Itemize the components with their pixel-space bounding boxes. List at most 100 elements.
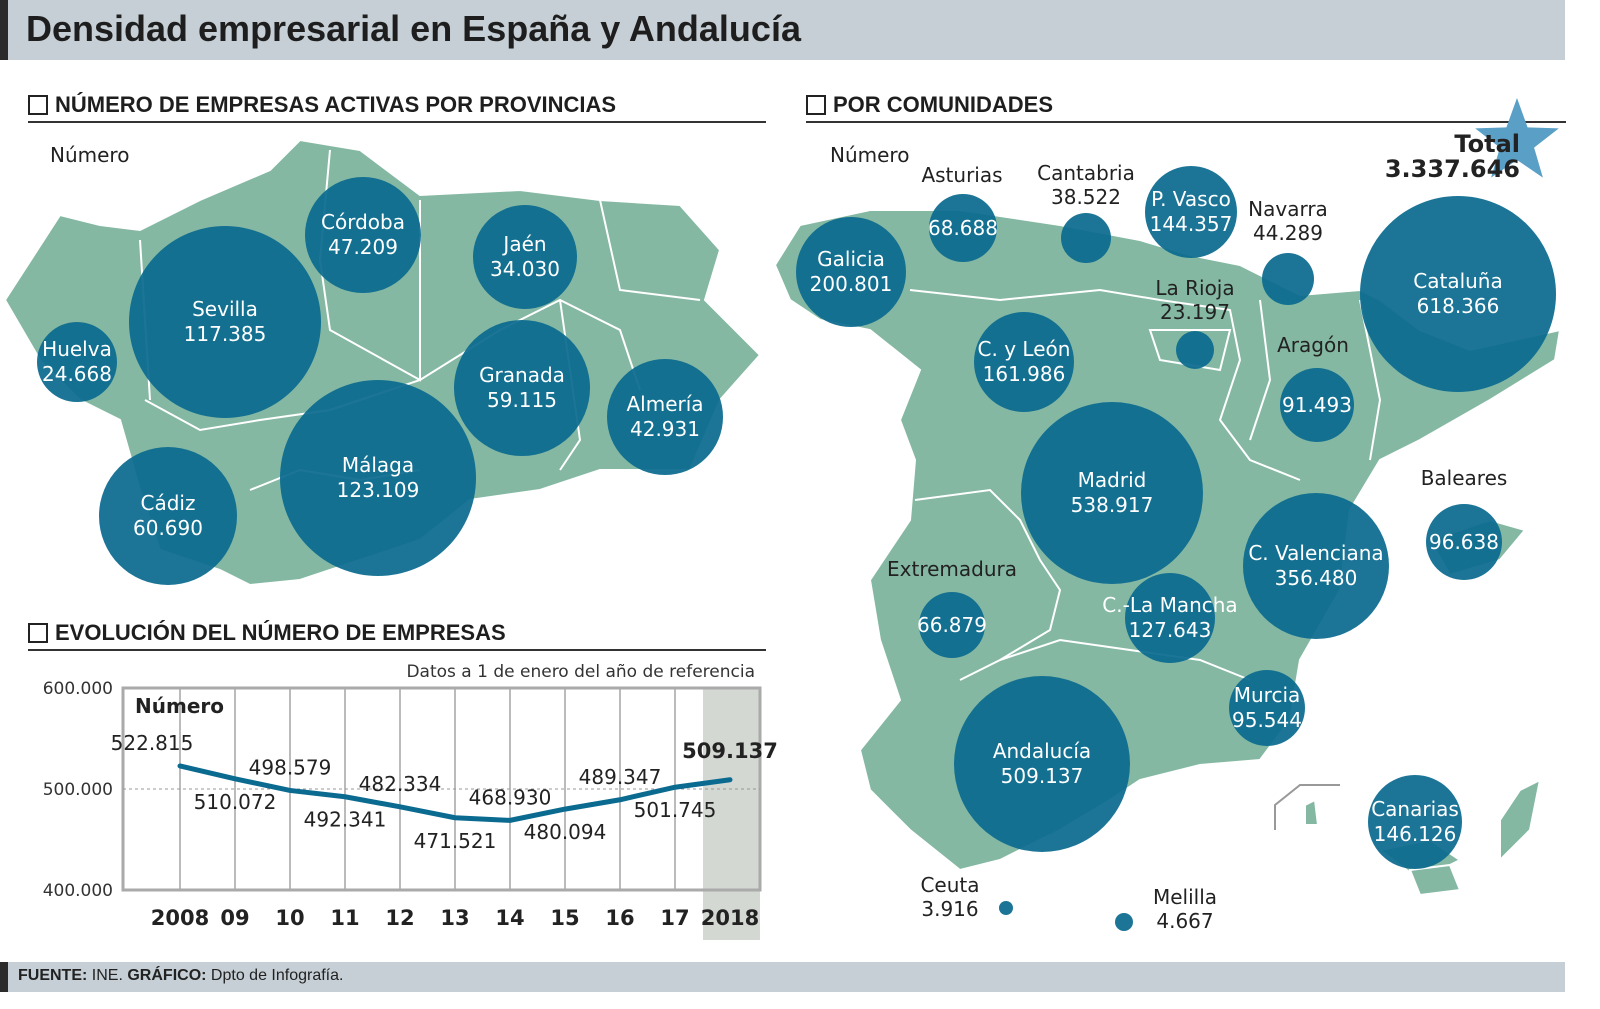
data-label: 468.930: [469, 785, 552, 809]
bubble-circle: [999, 901, 1013, 915]
data-label: 509.137: [682, 739, 778, 763]
x-tick-label: 10: [275, 906, 304, 930]
bubble-value: 95.544: [1232, 708, 1302, 732]
bubble-circle: [1229, 670, 1305, 746]
star-icon: [1475, 98, 1559, 178]
section-comunidades: POR COMUNIDADES: [806, 92, 1566, 123]
bubble-value: 123.109: [337, 478, 420, 502]
bubble-name: Cantabria: [1037, 161, 1135, 185]
bubble-circle: [1176, 331, 1214, 369]
bubble-name: Granada: [479, 363, 565, 387]
data-label: 501.745: [634, 798, 717, 822]
bubble-value: 200.801: [810, 272, 893, 296]
bubble-circle: [1125, 573, 1215, 663]
data-label: 492.341: [304, 808, 387, 832]
section-provincias: NÚMERO DE EMPRESAS ACTIVAS POR PROVINCIA…: [28, 92, 766, 123]
x-tick-label: 12: [385, 906, 414, 930]
bubble-value: 68.688: [928, 216, 998, 240]
bubble-value: 24.668: [42, 362, 112, 386]
x-tick-label: 11: [330, 906, 359, 930]
bubble-baleares: Baleares 96.638: [1421, 466, 1508, 580]
bubble-value: 91.493: [1282, 393, 1352, 417]
bubble-name: Ceuta: [920, 873, 979, 897]
unit-label: Número: [830, 143, 909, 167]
bubble-name: Almería: [626, 392, 703, 416]
bubble-value: 144.357: [1150, 212, 1233, 236]
data-label: 482.334: [359, 772, 442, 796]
x-tick-label: 14: [495, 906, 524, 930]
bubble-value: 538.917: [1071, 493, 1154, 517]
page-title: Densidad empresarial en España y Andaluc…: [26, 8, 801, 49]
bubble-circle: [473, 205, 577, 309]
bubble-value: 618.366: [1417, 294, 1500, 318]
bubble-circle: [280, 380, 476, 576]
bubble-circle: [1243, 493, 1389, 639]
bubble-value: 23.197: [1160, 300, 1230, 324]
bubble-name: C.-La Mancha: [1102, 593, 1237, 617]
bubble-aragón: Aragón 91.493: [1277, 333, 1354, 442]
bubble-circle: [1021, 402, 1203, 584]
y-axis-label: Número: [135, 694, 224, 718]
x-tick-label: 2008: [151, 906, 209, 930]
bubble-circle: [607, 359, 723, 475]
bubble-value: 509.137: [1001, 764, 1084, 788]
bubble-value: 4.667: [1156, 909, 1213, 933]
bubble-circle: [1115, 913, 1133, 931]
bubble-circle: [1262, 253, 1314, 305]
bubble-circle: [1426, 504, 1502, 580]
x-tick-label: 16: [605, 906, 634, 930]
bubble-value: 161.986: [983, 362, 1066, 386]
bubble-name: Asturias: [921, 163, 1002, 187]
bubble-name: Murcia: [1234, 683, 1301, 707]
bubble-circle: [1368, 775, 1462, 869]
bubble-name: Aragón: [1277, 333, 1349, 357]
bubble-name: Sevilla: [192, 297, 258, 321]
x-tick-label: 13: [440, 906, 469, 930]
title-bar: Densidad empresarial en España y Andaluc…: [0, 0, 1565, 60]
bubble-name: P. Vasco: [1151, 187, 1231, 211]
chart-note: Datos a 1 de enero del año de referencia: [406, 662, 755, 682]
y-tick-label: 600.000: [43, 679, 113, 699]
bubble-circle: [37, 322, 117, 402]
bubble-name: Baleares: [1421, 466, 1508, 490]
bubble-circle: [929, 194, 997, 262]
bubble-name: Málaga: [342, 453, 414, 477]
bubble-name: Huelva: [42, 337, 112, 361]
bubble-name: Jaén: [501, 232, 546, 256]
x-tick-label: 17: [660, 906, 689, 930]
bubble-name: Cádiz: [141, 491, 196, 515]
bubble-circle: [796, 217, 906, 327]
y-tick-label: 500.000: [43, 780, 113, 800]
data-label: 522.815: [111, 731, 194, 755]
bubble-extremadura: Extremadura 66.879: [887, 557, 1017, 658]
bubble-name: Madrid: [1078, 468, 1147, 492]
bubble-circle: [954, 676, 1130, 852]
bubble-value: 47.209: [328, 235, 398, 259]
y-tick-label: 400.000: [43, 881, 113, 901]
bubble-circle: [919, 592, 985, 658]
bubble-name: Extremadura: [887, 557, 1017, 581]
bubble-value: 117.385: [184, 322, 267, 346]
bubble-name: La Rioja: [1155, 276, 1234, 300]
bubble-name: Córdoba: [321, 210, 405, 234]
bubble-name: Galicia: [817, 247, 885, 271]
unit-label: Número: [50, 143, 129, 167]
bubble-name: Navarra: [1248, 197, 1328, 221]
